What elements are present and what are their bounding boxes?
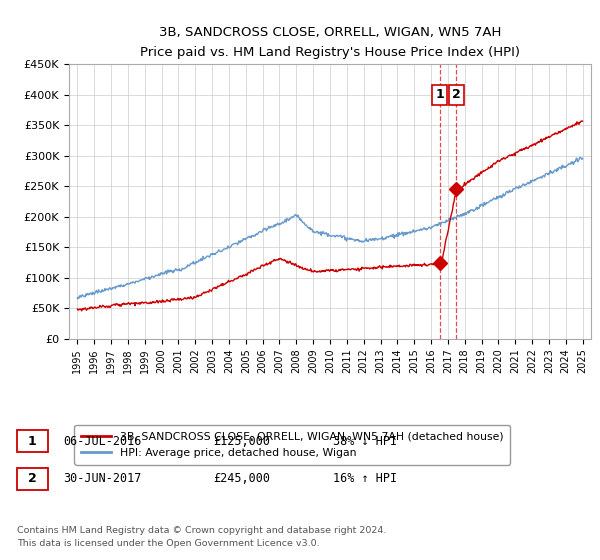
Text: 1: 1 — [435, 88, 444, 101]
Text: £245,000: £245,000 — [213, 472, 270, 486]
Text: 38% ↓ HPI: 38% ↓ HPI — [333, 435, 397, 448]
Text: 2: 2 — [28, 472, 37, 486]
Text: 2: 2 — [452, 88, 460, 101]
Title: 3B, SANDCROSS CLOSE, ORRELL, WIGAN, WN5 7AH
Price paid vs. HM Land Registry's Ho: 3B, SANDCROSS CLOSE, ORRELL, WIGAN, WN5 … — [140, 26, 520, 59]
Text: Contains HM Land Registry data © Crown copyright and database right 2024.
This d: Contains HM Land Registry data © Crown c… — [17, 526, 386, 548]
Text: 1: 1 — [28, 435, 37, 448]
Legend: 3B, SANDCROSS CLOSE, ORRELL, WIGAN, WN5 7AH (detached house), HPI: Average price: 3B, SANDCROSS CLOSE, ORRELL, WIGAN, WN5 … — [74, 425, 510, 465]
Text: 06-JUL-2016: 06-JUL-2016 — [63, 435, 142, 448]
Text: £125,000: £125,000 — [213, 435, 270, 448]
Text: 30-JUN-2017: 30-JUN-2017 — [63, 472, 142, 486]
Text: 16% ↑ HPI: 16% ↑ HPI — [333, 472, 397, 486]
